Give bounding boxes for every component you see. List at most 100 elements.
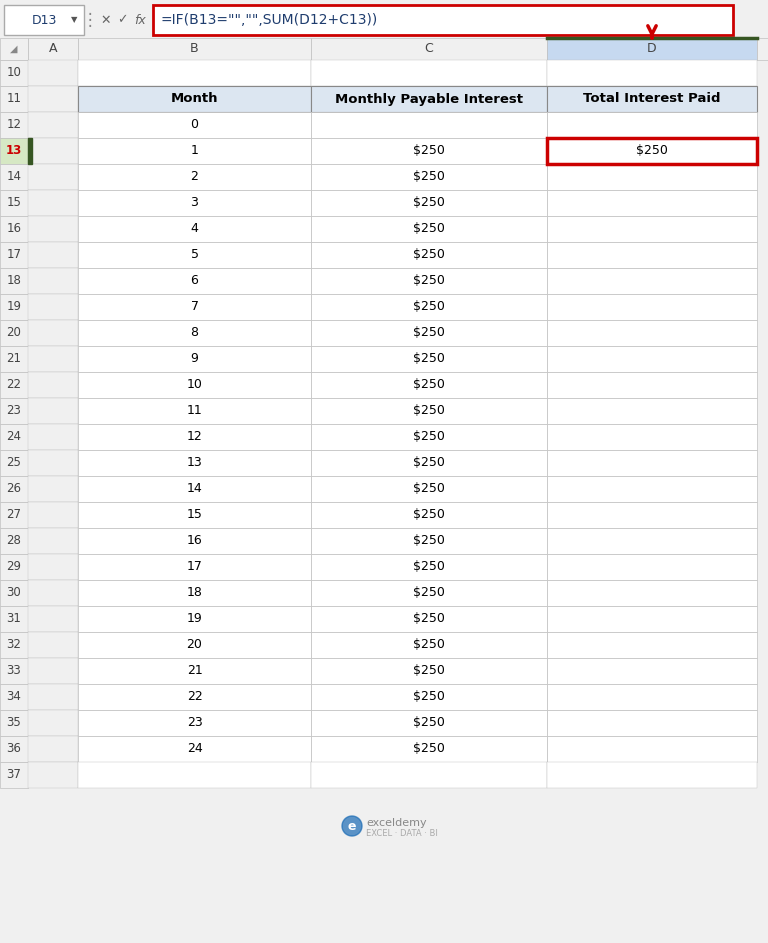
Bar [78, 684, 311, 710]
Bar [78, 164, 311, 190]
Bar [78, 138, 311, 164]
Bar [547, 502, 757, 528]
Text: 18: 18 [7, 274, 22, 288]
Text: $250: $250 [413, 353, 445, 366]
Bar [311, 294, 547, 320]
Bar [78, 320, 311, 346]
Bar [311, 528, 547, 554]
Text: exceldemy: exceldemy [366, 818, 427, 828]
Text: 28: 28 [7, 535, 22, 548]
Text: 29: 29 [6, 560, 22, 573]
Bar [547, 450, 757, 476]
Text: 33: 33 [7, 665, 22, 677]
Text: $250: $250 [413, 742, 445, 755]
Text: 18: 18 [187, 587, 203, 600]
Text: 22: 22 [6, 378, 22, 391]
Bar [0, 242, 28, 268]
Text: 11: 11 [187, 405, 203, 418]
Bar [28, 736, 78, 762]
Bar [4, 5, 84, 35]
Text: 10: 10 [7, 67, 22, 79]
Text: 27: 27 [6, 508, 22, 521]
Bar [28, 138, 32, 164]
Bar [311, 736, 547, 762]
Text: 26: 26 [6, 483, 22, 495]
Bar [547, 138, 757, 164]
Bar [0, 86, 28, 112]
Text: 13: 13 [6, 144, 22, 157]
Bar [78, 554, 311, 580]
Text: 9: 9 [190, 353, 198, 366]
Text: 36: 36 [7, 742, 22, 755]
Bar [78, 580, 311, 606]
Bar [78, 606, 311, 632]
Text: $250: $250 [413, 274, 445, 288]
Bar [311, 658, 547, 684]
Bar [547, 164, 757, 190]
Bar [0, 762, 28, 788]
Text: 7: 7 [190, 301, 198, 313]
Text: $250: $250 [413, 326, 445, 339]
Bar [78, 216, 311, 242]
Bar [547, 632, 757, 658]
Bar [78, 294, 311, 320]
Text: 22: 22 [187, 690, 203, 703]
Bar [547, 112, 757, 138]
Text: 23: 23 [7, 405, 22, 418]
Bar [311, 112, 547, 138]
Bar [547, 606, 757, 632]
Bar [0, 268, 28, 294]
Bar [547, 762, 757, 788]
Text: 1: 1 [190, 144, 198, 157]
Bar [28, 320, 78, 346]
Bar [78, 736, 311, 762]
Text: ✓: ✓ [117, 13, 127, 26]
Bar [547, 38, 757, 60]
Text: $250: $250 [413, 378, 445, 391]
Bar [28, 346, 78, 372]
Text: D13: D13 [31, 13, 57, 26]
Bar [28, 632, 78, 658]
Bar [0, 346, 28, 372]
Text: 19: 19 [6, 301, 22, 313]
Bar [28, 554, 78, 580]
Bar [28, 684, 78, 710]
Bar [547, 346, 757, 372]
Bar [547, 658, 757, 684]
Text: fx: fx [134, 13, 146, 26]
Bar [0, 476, 28, 502]
Text: $250: $250 [413, 587, 445, 600]
Text: 37: 37 [7, 769, 22, 782]
Text: 3: 3 [190, 196, 198, 209]
Text: $250: $250 [413, 144, 445, 157]
Bar [0, 320, 28, 346]
Text: $250: $250 [413, 223, 445, 236]
Bar [0, 528, 28, 554]
Bar [311, 424, 547, 450]
Bar [547, 554, 757, 580]
Bar [78, 424, 311, 450]
Text: $250: $250 [413, 690, 445, 703]
Bar [0, 606, 28, 632]
Text: 8: 8 [190, 326, 198, 339]
Bar [78, 112, 311, 138]
Bar [28, 268, 78, 294]
Bar [28, 424, 78, 450]
Bar [547, 476, 757, 502]
Text: ▼: ▼ [71, 15, 78, 25]
Text: $250: $250 [413, 249, 445, 261]
Bar [78, 60, 311, 86]
Bar [78, 476, 311, 502]
Bar [78, 38, 311, 60]
Bar [547, 242, 757, 268]
Bar [78, 346, 311, 372]
Text: 13: 13 [187, 456, 203, 470]
Bar [311, 86, 547, 112]
Bar [311, 762, 547, 788]
Bar [311, 216, 547, 242]
Bar [547, 580, 757, 606]
Bar [547, 424, 757, 450]
Bar [547, 60, 757, 86]
Text: B: B [190, 42, 199, 56]
Bar [28, 372, 78, 398]
